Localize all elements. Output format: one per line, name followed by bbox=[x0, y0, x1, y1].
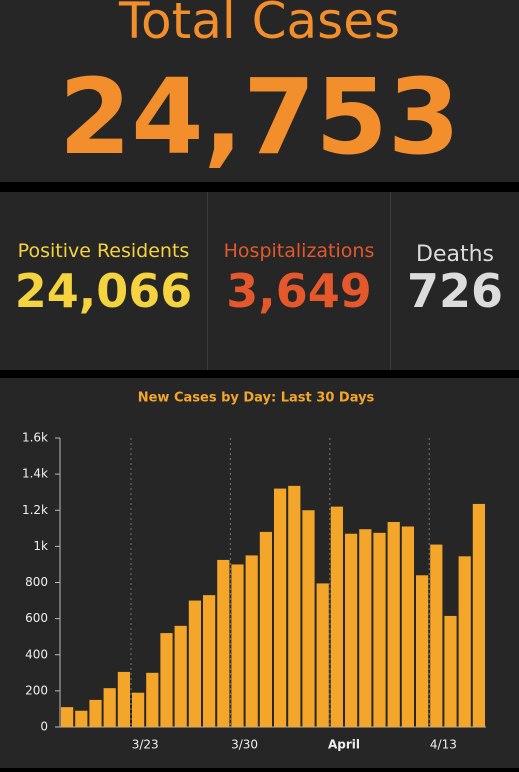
bar bbox=[387, 521, 400, 727]
bar bbox=[188, 600, 202, 727]
bar bbox=[89, 699, 102, 727]
bar bbox=[202, 595, 216, 727]
bar bbox=[373, 532, 386, 727]
stat-label: Deaths bbox=[416, 242, 494, 267]
total-title: Total Cases bbox=[118, 0, 401, 50]
y-tick-label: 0 bbox=[40, 720, 48, 734]
total-panel: Total Cases 24,753 bbox=[0, 0, 519, 182]
bar bbox=[472, 503, 486, 727]
x-tick-label: 3/23 bbox=[132, 738, 159, 752]
y-tick-label: 1.4k bbox=[22, 467, 48, 481]
stat-cell: Deaths 726 bbox=[391, 192, 519, 370]
bar bbox=[259, 531, 273, 727]
bar bbox=[330, 506, 344, 727]
total-value: 24,753 bbox=[58, 56, 461, 178]
y-tick-label: 600 bbox=[25, 611, 48, 625]
bar bbox=[117, 671, 131, 727]
divider bbox=[390, 192, 391, 370]
y-tick-label: 1.2k bbox=[22, 503, 48, 517]
bar bbox=[302, 510, 315, 727]
bar bbox=[75, 710, 88, 727]
bar bbox=[401, 526, 415, 727]
stat-label: Positive Residents bbox=[17, 240, 190, 262]
bar bbox=[103, 688, 116, 727]
bar bbox=[344, 533, 358, 727]
bar bbox=[273, 488, 287, 727]
stat-label: Hospitalizations bbox=[223, 240, 375, 262]
y-tick-label: 1k bbox=[33, 539, 48, 553]
bar bbox=[415, 575, 429, 727]
bar bbox=[359, 529, 372, 727]
chart: New Cases by Day: Last 30 Days 0 200 400 60… bbox=[22, 391, 486, 752]
bar bbox=[174, 625, 187, 727]
bar bbox=[430, 544, 443, 727]
divider bbox=[207, 192, 208, 370]
chart-panel: New Cases by Day: Last 30 Days 0 200 400 60… bbox=[0, 378, 519, 768]
y-tick-label: 800 bbox=[25, 575, 48, 589]
bar bbox=[458, 556, 471, 727]
stat-cell: Positive Residents 24,066 bbox=[0, 192, 207, 370]
bar bbox=[288, 485, 301, 727]
y-tick-label: 200 bbox=[25, 683, 48, 697]
stat-value: 3,649 bbox=[226, 264, 372, 318]
bar bbox=[217, 559, 230, 727]
bar bbox=[60, 707, 74, 727]
bar bbox=[316, 583, 329, 727]
bar bbox=[231, 564, 244, 727]
y-tick-label: 400 bbox=[25, 647, 48, 661]
stat-value: 726 bbox=[406, 264, 504, 318]
stats-panel: Positive Residents 24,066 Hospitalizatio… bbox=[0, 192, 519, 370]
bar bbox=[146, 672, 159, 727]
chart-title: New Cases by Day: Last 30 Days bbox=[138, 391, 375, 406]
x-tick-label: 4/13 bbox=[430, 738, 457, 752]
stat-value: 24,066 bbox=[14, 264, 193, 318]
x-tick-label: April bbox=[328, 738, 360, 752]
bar bbox=[245, 555, 258, 727]
bar bbox=[160, 633, 173, 727]
y-tick-label: 1.6k bbox=[22, 431, 48, 445]
x-tick-label: 3/30 bbox=[231, 738, 258, 752]
stat-cell: Hospitalizations 3,649 bbox=[208, 192, 390, 370]
bar bbox=[444, 615, 457, 727]
bar bbox=[131, 692, 145, 727]
